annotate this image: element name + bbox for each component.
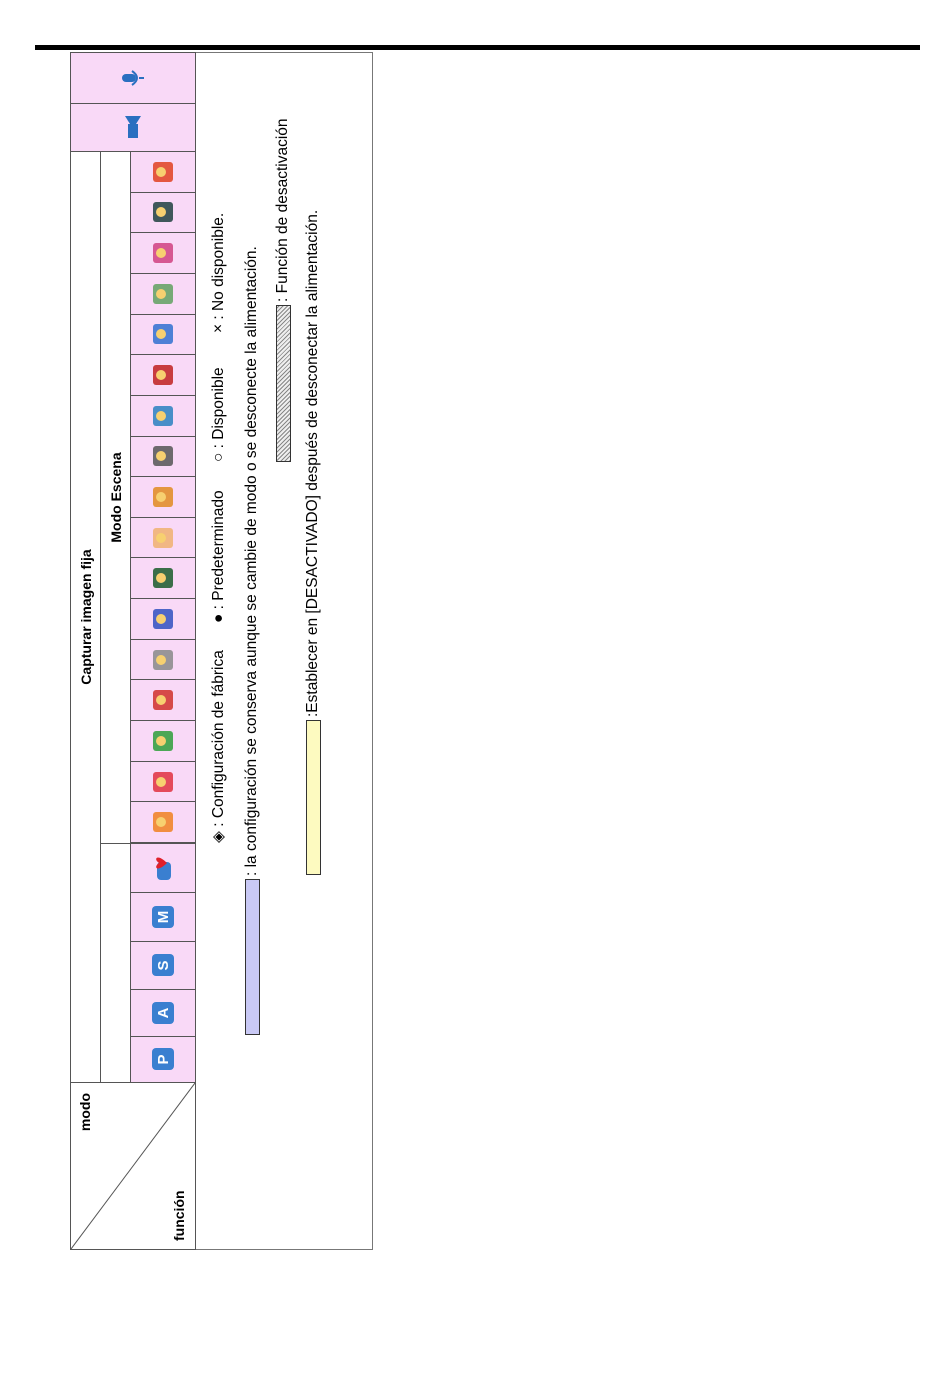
scene-icon bbox=[153, 487, 173, 508]
mode-cell: P bbox=[130, 1036, 196, 1083]
scene-cell bbox=[130, 557, 196, 600]
scene-cell bbox=[130, 720, 196, 762]
scene-cell bbox=[130, 760, 196, 803]
scene-cell bbox=[130, 435, 196, 478]
mode-label: modo bbox=[77, 1093, 93, 1132]
scene-cell bbox=[130, 232, 196, 274]
legend-text: : Función de desactivación bbox=[274, 118, 291, 302]
scene-icon bbox=[153, 690, 173, 711]
scene-cell bbox=[130, 191, 196, 234]
off-swatch bbox=[276, 305, 291, 462]
legend-text: ○ : Disponible bbox=[210, 367, 227, 462]
legend-text: :Establecer en [DESACTIVADO] después de … bbox=[304, 209, 321, 717]
scene-icon bbox=[153, 405, 173, 426]
scene-cell bbox=[130, 638, 196, 681]
heart-cell bbox=[130, 843, 196, 893]
scene-cell bbox=[130, 394, 196, 437]
scene-cell bbox=[130, 151, 196, 193]
scene-icon bbox=[153, 568, 173, 589]
top-rule bbox=[35, 45, 920, 50]
video-cell bbox=[70, 103, 196, 152]
scene-icon bbox=[153, 161, 173, 182]
legend-text: ● : Predeterminado bbox=[210, 490, 227, 623]
scene-icon bbox=[153, 243, 173, 264]
mode-icon: A bbox=[152, 1002, 174, 1024]
diagonal-cell: modo función bbox=[70, 1082, 196, 1250]
scene-icon bbox=[153, 608, 173, 629]
legend-text: ◈ : Configuración de fábrica bbox=[210, 650, 227, 843]
scene-icon bbox=[153, 446, 173, 467]
kept-swatch bbox=[245, 879, 260, 1035]
scene-cell bbox=[130, 679, 196, 722]
scene-cell bbox=[130, 476, 196, 518]
mode-cell: M bbox=[130, 892, 196, 942]
scene-icon bbox=[153, 283, 173, 304]
scene-cell bbox=[130, 272, 196, 315]
scene-icon bbox=[153, 202, 173, 223]
legend-text: : la configuración se conserva aunque se… bbox=[243, 246, 260, 876]
mode-cell: A bbox=[130, 989, 196, 1037]
mode-icon: P bbox=[152, 1048, 174, 1071]
heart-icon bbox=[156, 857, 171, 880]
scene-icon bbox=[153, 771, 173, 792]
diagonal bbox=[71, 1083, 195, 1249]
legend-text: × : No disponible. bbox=[210, 212, 227, 333]
scene-title: Modo Escena bbox=[100, 151, 131, 844]
mic-icon bbox=[122, 70, 144, 86]
mode-cell: S bbox=[130, 941, 196, 990]
table: modo función Capturar imagen fija Modo E… bbox=[70, 52, 373, 1250]
scene-icon bbox=[153, 730, 173, 751]
scene-icon bbox=[153, 365, 173, 386]
scene-icon bbox=[153, 527, 173, 548]
scene-icon bbox=[153, 649, 173, 670]
scene-icon bbox=[153, 324, 173, 345]
scene-cell bbox=[130, 598, 196, 640]
mode-icon: M bbox=[152, 906, 174, 928]
video-icon bbox=[125, 116, 141, 139]
scene-icon bbox=[153, 812, 173, 833]
mic-cell bbox=[70, 52, 196, 104]
scene-cell bbox=[130, 801, 196, 843]
mode-icon: S bbox=[152, 954, 174, 977]
set-off-swatch bbox=[306, 720, 321, 875]
scene-cell bbox=[130, 354, 196, 396]
scene-cell bbox=[130, 313, 196, 356]
scene-cell bbox=[130, 516, 196, 559]
function-label: función bbox=[171, 1190, 187, 1241]
group-title: Capturar imagen fija bbox=[70, 151, 101, 1083]
